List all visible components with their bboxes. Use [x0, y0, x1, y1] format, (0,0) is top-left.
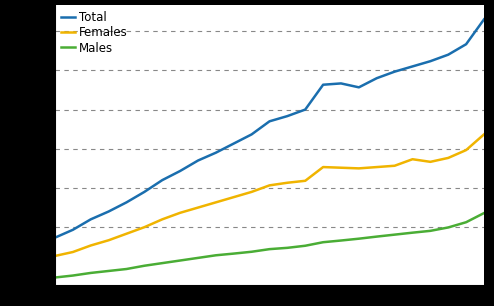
Line: Males: Males: [55, 213, 484, 278]
Males: [463, 220, 469, 224]
Females: [248, 190, 254, 194]
Males: [392, 233, 398, 237]
Females: [213, 200, 219, 204]
Females: [267, 184, 273, 187]
Males: [410, 231, 415, 234]
Females: [177, 211, 183, 215]
Males: [285, 246, 290, 250]
Females: [320, 165, 326, 169]
Males: [356, 237, 362, 241]
Total: [302, 108, 308, 111]
Females: [481, 132, 487, 136]
Males: [88, 271, 94, 275]
Total: [338, 82, 344, 85]
Total: [124, 200, 129, 204]
Total: [248, 132, 254, 136]
Females: [195, 206, 201, 209]
Total: [213, 151, 219, 155]
Total: [427, 59, 433, 63]
Total: [463, 42, 469, 46]
Males: [338, 239, 344, 242]
Females: [124, 232, 129, 236]
Total: [285, 114, 290, 118]
Males: [70, 274, 76, 277]
Males: [52, 276, 58, 279]
Total: [159, 178, 165, 182]
Total: [141, 190, 147, 194]
Males: [427, 229, 433, 233]
Females: [302, 179, 308, 183]
Total: [52, 236, 58, 240]
Females: [52, 254, 58, 258]
Males: [320, 241, 326, 244]
Total: [177, 169, 183, 173]
Males: [213, 253, 219, 257]
Males: [248, 250, 254, 254]
Females: [70, 250, 76, 254]
Total: [267, 119, 273, 123]
Females: [463, 148, 469, 152]
Total: [320, 83, 326, 87]
Males: [106, 269, 112, 273]
Females: [445, 156, 451, 160]
Total: [481, 17, 487, 21]
Males: [141, 264, 147, 267]
Males: [445, 226, 451, 229]
Total: [70, 228, 76, 232]
Males: [159, 261, 165, 265]
Females: [88, 244, 94, 247]
Line: Total: Total: [55, 19, 484, 238]
Males: [481, 211, 487, 215]
Males: [195, 256, 201, 260]
Total: [106, 210, 112, 213]
Females: [231, 195, 237, 199]
Males: [231, 252, 237, 256]
Males: [374, 235, 380, 238]
Line: Females: Females: [55, 134, 484, 256]
Total: [410, 65, 415, 68]
Males: [302, 244, 308, 248]
Total: [195, 159, 201, 162]
Females: [356, 166, 362, 170]
Females: [338, 166, 344, 170]
Females: [106, 238, 112, 242]
Females: [427, 160, 433, 164]
Males: [177, 259, 183, 262]
Females: [374, 165, 380, 169]
Total: [392, 70, 398, 73]
Males: [267, 247, 273, 251]
Total: [374, 76, 380, 80]
Total: [231, 142, 237, 145]
Legend: Total, Females, Males: Total, Females, Males: [59, 9, 130, 57]
Females: [285, 181, 290, 185]
Females: [159, 218, 165, 221]
Total: [88, 218, 94, 221]
Females: [141, 225, 147, 229]
Females: [392, 164, 398, 168]
Total: [356, 85, 362, 89]
Males: [124, 267, 129, 271]
Females: [410, 157, 415, 161]
Total: [445, 53, 451, 57]
